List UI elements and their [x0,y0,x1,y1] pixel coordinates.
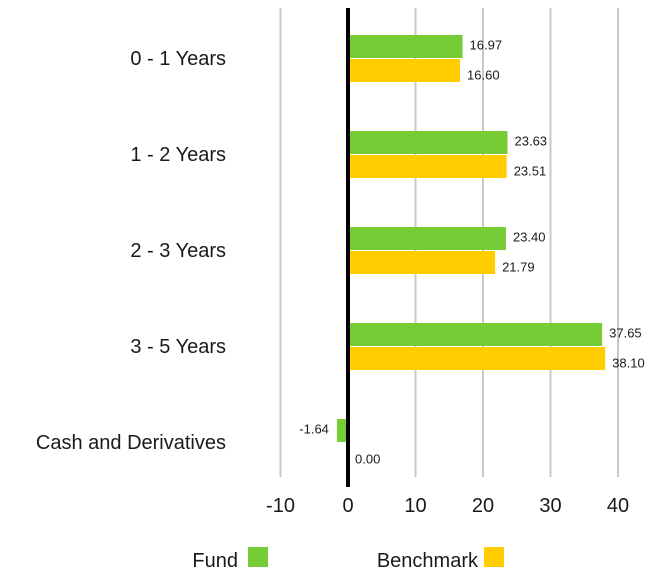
x-tick-label: 10 [404,495,426,517]
data-label-benchmark-1: 16.60 [467,68,500,83]
x-tick-label: 0 [342,495,353,517]
data-label-fund-1: 16.97 [470,38,503,53]
legend-label-fund: Fund [192,550,238,572]
category-labels: 0 - 1 Years 1 - 2 Years 2 - 3 Years 3 - 5 Y… [36,48,226,454]
category-label: 2 - 3 Years [130,240,226,262]
bar-benchmark-3 [348,251,496,274]
x-axis-tick-labels: -10 0 10 20 30 40 [266,495,629,517]
data-label-fund-2: 23.63 [515,134,548,149]
x-tick-label: 30 [539,495,561,517]
data-label-fund-4: 37.65 [609,326,642,341]
x-tick-label: -10 [266,495,295,517]
category-label: 3 - 5 Years [130,336,226,358]
data-label-benchmark-4: 38.10 [612,356,645,371]
bar-fund-5 [336,419,348,442]
data-label-benchmark-2: 23.51 [514,164,547,179]
data-label-fund-3: 23.40 [513,230,546,245]
legend-swatch-benchmark [484,547,504,567]
legend-label-benchmark: Benchmark [377,550,479,572]
bar-fund-3 [348,227,506,250]
bar-benchmark-4 [348,347,606,370]
bar-benchmark-1 [348,59,461,82]
data-label-benchmark-3: 21.79 [502,260,535,275]
data-label-fund-5: -1.64 [299,422,329,437]
bars [336,8,606,487]
data-labels: 16.97 16.60 23.63 23.51 23.40 21.79 37.65 38.10… [299,38,644,467]
category-label: Cash and Derivatives [36,432,226,454]
bar-fund-1 [348,35,463,58]
x-tick-label: 20 [472,495,494,517]
bar-fund-4 [348,323,603,346]
legend: Fund Benchmark [192,547,504,572]
category-label: 1 - 2 Years [130,144,226,166]
category-label: 0 - 1 Years [130,48,226,70]
data-label-benchmark-5: 0.00 [355,452,380,467]
legend-swatch-fund [248,547,268,567]
bar-fund-2 [348,131,508,154]
bar-benchmark-2 [348,155,507,178]
x-tick-label: 40 [607,495,629,517]
